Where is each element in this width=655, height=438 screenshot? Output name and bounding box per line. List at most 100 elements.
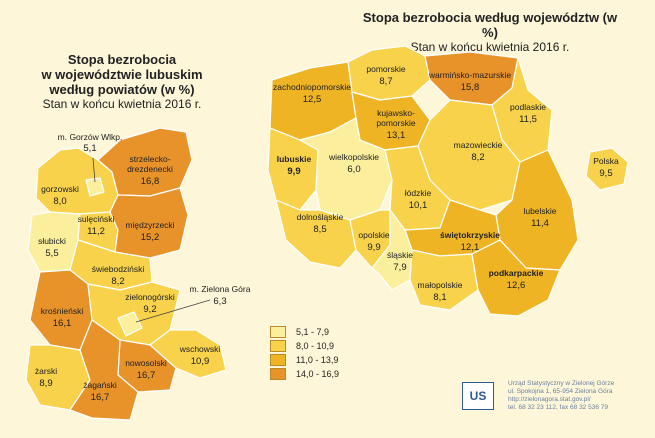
label-warminsko-mazurskie: warmińsko-mazurskie xyxy=(428,70,511,80)
value-zielonogorski: 9,2 xyxy=(143,304,156,315)
value-strzelecko: 16,8 xyxy=(141,176,160,187)
title-line-1: Stopa bezrobocia według województw (w %) xyxy=(362,10,618,40)
value-slubicki: 5,5 xyxy=(45,248,58,259)
label-pomorskie: pomorskie xyxy=(366,64,405,74)
label-swiebodzinski: świebodziński xyxy=(92,264,145,274)
label-polska: Polska xyxy=(593,156,619,166)
label-podkarpackie: podkarpackie xyxy=(489,268,544,278)
label-m-zielona-gora: m. Zielona Góra xyxy=(190,284,251,294)
label-wschowski: wschowski xyxy=(179,344,221,354)
label-zaganski: żagański xyxy=(83,380,117,390)
label-lubelskie: lubelskie xyxy=(523,206,556,216)
value-lubelskie: 11,4 xyxy=(531,218,549,229)
value-pomorskie: 8,7 xyxy=(379,76,392,87)
label-miedzyrzecki: międzyrzecki xyxy=(125,220,174,230)
value-krosnienski: 16,1 xyxy=(53,318,72,329)
label-mazowieckie: mazowieckie xyxy=(454,140,503,150)
region-m-zielona-gora[interactable] xyxy=(117,311,143,337)
legend-swatch xyxy=(270,367,286,380)
region-miedzyrzecki[interactable] xyxy=(109,187,189,259)
value-warminsko-mazurskie: 15,8 xyxy=(461,82,480,93)
legend-swatch xyxy=(270,339,286,352)
value-sulecinski: 11,2 xyxy=(87,226,105,237)
footer-line-1: Urząd Statystyczny w Zielonej Górze xyxy=(508,380,615,387)
value-dolnoslaskie: 8,5 xyxy=(313,224,326,235)
footer-line-2: ul. Spokojna 1, 65-954 Zielona Góra xyxy=(508,388,613,395)
lubuskie-map-title: Stopa bezrobocia w województwie lubuskim… xyxy=(22,52,222,111)
footer-url[interactable]: http://zielonagora.stat.gov.pl/ xyxy=(508,396,591,403)
label-podlaskie: podlaskie xyxy=(510,102,546,112)
label-zarski: żarski xyxy=(35,366,57,376)
value-opolskie: 9,9 xyxy=(367,242,380,253)
label-krosnienski: krośnieński xyxy=(41,306,84,316)
value-podkarpackie: 12,6 xyxy=(507,280,526,291)
value-zaganski: 16,7 xyxy=(91,392,110,403)
legend-item: 5,1 - 7,9 xyxy=(270,325,339,338)
value-polska: 9,5 xyxy=(599,168,612,179)
value-gorzowski: 8,0 xyxy=(53,196,66,207)
value-lubuskie: 9,9 xyxy=(287,166,300,177)
label-kujawsko-1: kujawsko- xyxy=(377,108,415,118)
label-strzelecko-2: drezdenecki xyxy=(127,164,173,174)
region-m-gorzow[interactable] xyxy=(85,177,105,197)
value-m-zielona-gora: 6,3 xyxy=(213,296,226,307)
legend-label: 5,1 - 7,9 xyxy=(296,326,330,337)
legend-item: 8,0 - 10,9 xyxy=(270,339,339,352)
label-malopolskie: małopolskie xyxy=(418,280,463,290)
value-mazowieckie: 8,2 xyxy=(471,152,484,163)
label-swietokrzyskie: świętokrzyskie xyxy=(440,230,500,240)
label-sulecinski: sulęciński xyxy=(78,214,115,224)
value-malopolskie: 8,1 xyxy=(433,292,446,303)
value-podlaskie: 11,5 xyxy=(519,114,537,125)
label-slaskie: śląskie xyxy=(387,250,413,260)
poland-map-title: Stopa bezrobocia według województw (w %)… xyxy=(360,10,620,54)
value-swiebodzinski: 8,2 xyxy=(111,276,124,287)
legend-label: 8,0 - 10,9 xyxy=(296,340,335,351)
value-m-gorzow: 5,1 xyxy=(83,143,96,154)
label-wielkopolskie: wielkopolskie xyxy=(328,152,379,162)
value-wielkopolskie: 6,0 xyxy=(347,164,360,175)
label-zachodniopomorskie: zachodniopomorskie xyxy=(273,82,351,92)
title-date: Stan w końcu kwietnia 2016 r. xyxy=(410,40,570,54)
legend-swatch xyxy=(270,325,286,338)
value-miedzyrzecki: 15,2 xyxy=(141,232,160,243)
label-nowosolski: nowosolski xyxy=(125,358,167,368)
value-zarski: 8,9 xyxy=(39,378,52,389)
leader-line-zielona-gora xyxy=(135,299,211,323)
label-kujawsko-2: pomorskie xyxy=(376,118,415,128)
legend-label: 11,0 - 13,9 xyxy=(296,354,339,365)
leader-line-gorzow xyxy=(92,157,96,183)
label-gorzowski: gorzowski xyxy=(41,184,79,194)
value-slaskie: 7,9 xyxy=(393,262,406,273)
title-line-1: Stopa bezrobocia xyxy=(67,52,177,67)
value-kujawsko-pomorskie: 13,1 xyxy=(387,130,406,141)
title-line-3: według powiatów (w %) xyxy=(49,82,195,97)
region-strzelecko-drezdenecki[interactable] xyxy=(97,127,193,197)
region-podkarpackie[interactable] xyxy=(471,239,561,317)
legend-label: 14,0 - 16,9 xyxy=(296,368,340,379)
legend-item: 14,0 - 16,9 xyxy=(270,367,339,380)
title-line-2: w województwie lubuskim xyxy=(41,67,203,82)
value-swietokrzyskie: 12,1 xyxy=(461,242,480,253)
label-strzelecko-1: strzelecko- xyxy=(129,154,170,164)
label-opolskie: opolskie xyxy=(358,230,389,240)
footer: Urząd Statystyczny w Zielonej Górze ul. … xyxy=(462,380,647,412)
region-polska xyxy=(585,147,629,191)
legend-swatch xyxy=(270,353,286,366)
label-dolnoslaskie: dolnośląskie xyxy=(297,212,344,222)
label-m-gorzow: m. Gorzów Wlkp. xyxy=(58,132,123,142)
label-lodzkie: łódzkie xyxy=(405,188,432,198)
legend: 5,1 - 7,9 8,0 - 10,9 11,0 - 13,9 14,0 - … xyxy=(270,325,339,381)
footer-phone: tel. 68 32 23 112, fax 68 32 536 79 xyxy=(508,404,608,411)
legend-item: 11,0 - 13,9 xyxy=(270,353,339,366)
value-zachodniopomorskie: 12,5 xyxy=(303,94,322,105)
label-slubicki: słubicki xyxy=(38,236,66,246)
value-nowosolski: 16,7 xyxy=(137,370,156,381)
label-zielonogorski: zielonogórski xyxy=(125,292,175,302)
label-lubuskie: lubuskie xyxy=(277,154,312,164)
value-wschowski: 10,9 xyxy=(191,356,210,367)
region-zaganski[interactable] xyxy=(69,319,139,421)
title-date: Stan w końcu kwietnia 2016 r. xyxy=(42,97,202,111)
office-logo-icon: US xyxy=(462,382,494,410)
